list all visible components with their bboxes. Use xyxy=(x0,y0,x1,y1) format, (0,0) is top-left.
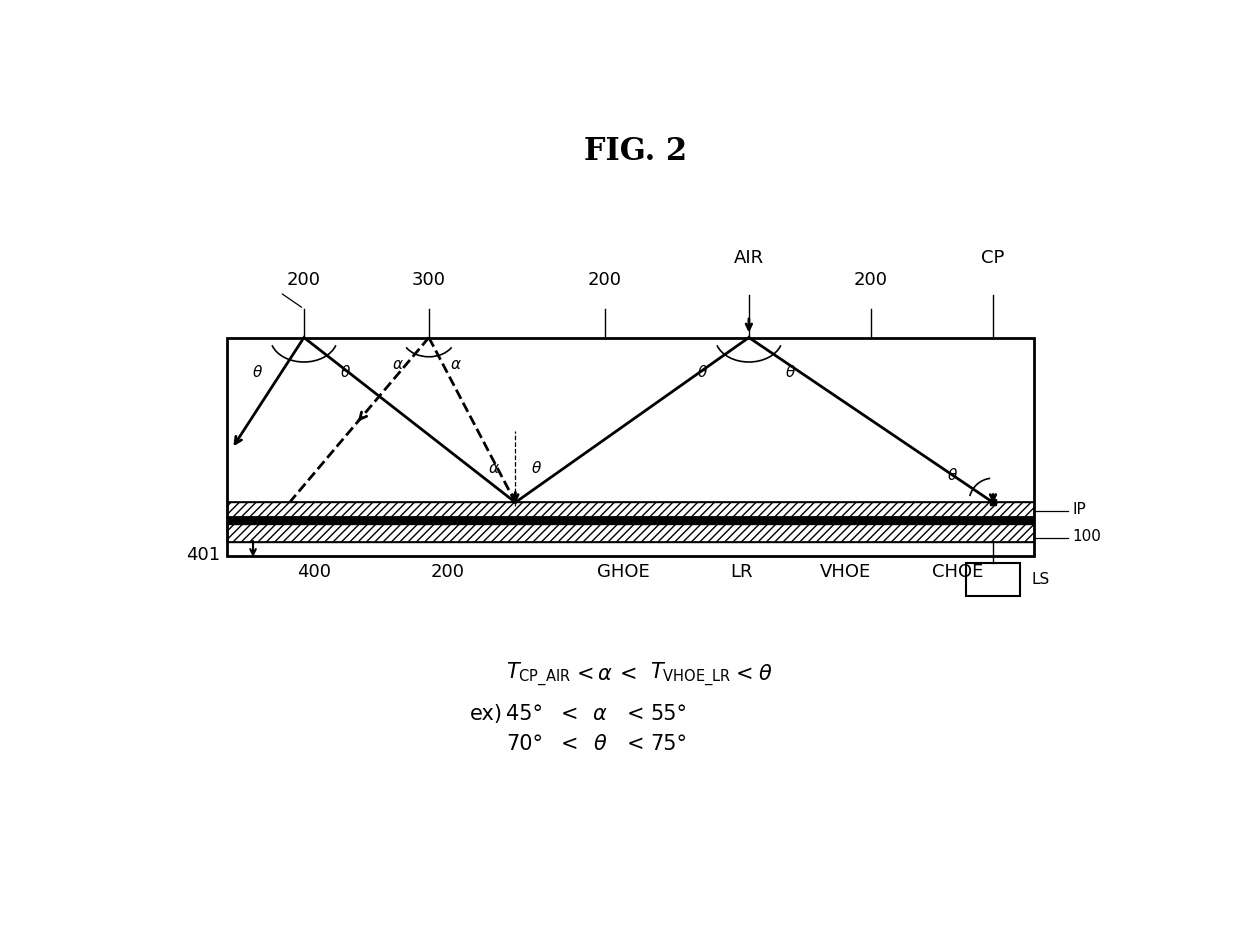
Text: IP: IP xyxy=(1073,502,1086,517)
Text: 75°: 75° xyxy=(651,734,688,754)
Polygon shape xyxy=(227,517,1034,524)
Text: 70°: 70° xyxy=(506,734,543,754)
Text: 100: 100 xyxy=(1073,530,1101,545)
Text: $<$: $<$ xyxy=(572,665,593,684)
Text: $\alpha$: $\alpha$ xyxy=(593,704,608,724)
Text: $\theta$: $\theta$ xyxy=(758,665,773,684)
Text: 401: 401 xyxy=(186,546,221,564)
Polygon shape xyxy=(227,524,1034,542)
Text: CP: CP xyxy=(981,250,1004,267)
Text: $T_{\mathregular{CP\_AIR}}$: $T_{\mathregular{CP\_AIR}}$ xyxy=(506,660,570,689)
Text: 400: 400 xyxy=(296,563,331,581)
Text: LR: LR xyxy=(730,563,753,581)
Text: $<$: $<$ xyxy=(556,734,577,754)
Text: LS: LS xyxy=(1032,572,1050,587)
Text: $\theta$: $\theta$ xyxy=(593,734,608,754)
Text: 200: 200 xyxy=(286,271,321,289)
Polygon shape xyxy=(227,503,1034,517)
Bar xyxy=(227,338,1034,556)
Text: $\theta$: $\theta$ xyxy=(252,364,263,380)
Text: $<$: $<$ xyxy=(615,665,636,684)
Text: 55°: 55° xyxy=(651,704,688,724)
Text: $<$: $<$ xyxy=(622,704,644,724)
Text: CHOE: CHOE xyxy=(931,563,983,581)
Text: 45°: 45° xyxy=(506,704,543,724)
Text: $\alpha$: $\alpha$ xyxy=(392,358,404,372)
Text: $\alpha$: $\alpha$ xyxy=(450,358,461,372)
Text: 200: 200 xyxy=(432,563,465,581)
Text: $<$: $<$ xyxy=(556,704,577,724)
Text: GHOE: GHOE xyxy=(596,563,650,581)
Text: AIR: AIR xyxy=(734,250,764,267)
Text: 200: 200 xyxy=(854,271,888,289)
Text: 200: 200 xyxy=(588,271,621,289)
Text: VHOE: VHOE xyxy=(820,563,870,581)
Text: $\theta$: $\theta$ xyxy=(531,460,542,476)
Text: ex): ex) xyxy=(470,704,503,724)
Polygon shape xyxy=(227,338,1034,503)
Text: 300: 300 xyxy=(412,271,446,289)
Text: $\theta$: $\theta$ xyxy=(340,364,351,380)
Text: FIG. 2: FIG. 2 xyxy=(584,136,687,167)
Text: $<$: $<$ xyxy=(730,665,751,684)
Text: $<$: $<$ xyxy=(622,734,644,754)
Text: $\alpha$: $\alpha$ xyxy=(489,461,500,476)
Text: $\theta$: $\theta$ xyxy=(947,467,959,483)
Text: $\theta$: $\theta$ xyxy=(785,364,796,380)
Text: $T_{\mathregular{VHOE\_LR}}$: $T_{\mathregular{VHOE\_LR}}$ xyxy=(650,660,732,689)
Text: $\theta$: $\theta$ xyxy=(697,364,708,380)
Text: $\alpha$: $\alpha$ xyxy=(596,665,613,684)
